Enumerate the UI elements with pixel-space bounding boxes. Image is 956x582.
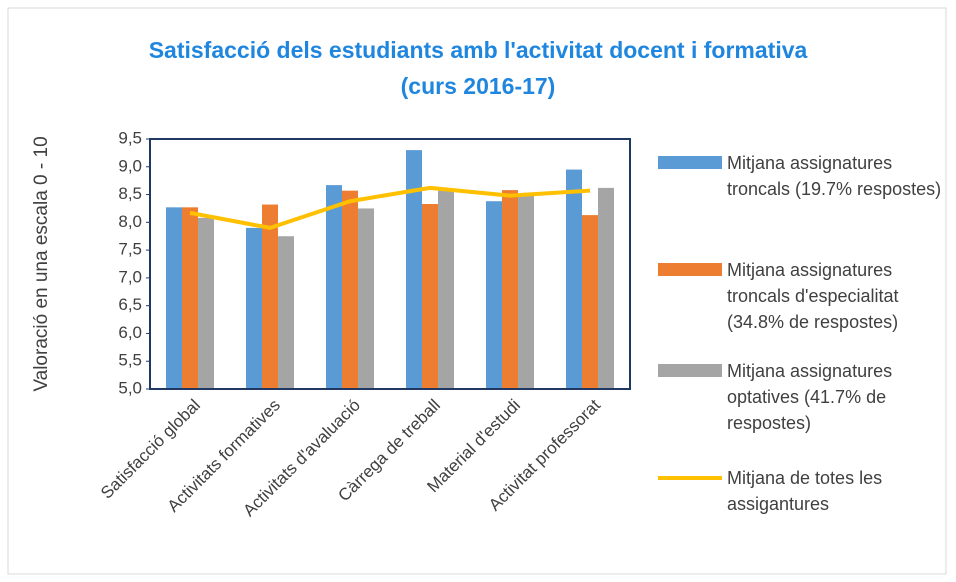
legend-label: Mitjana assignatures troncals (19.7% res… xyxy=(727,153,942,199)
line xyxy=(189,185,591,230)
y-tick-label: 9,0 xyxy=(118,156,142,175)
bar xyxy=(166,207,182,389)
bar xyxy=(582,215,598,389)
plot-border xyxy=(149,138,631,390)
bar xyxy=(598,187,614,389)
y-tick-label: 7,5 xyxy=(118,240,142,259)
legend-swatch xyxy=(658,364,722,377)
y-tick-label: 7,0 xyxy=(118,267,142,286)
legend-swatch xyxy=(658,263,722,276)
bar xyxy=(246,227,262,389)
bar xyxy=(198,217,214,389)
bar xyxy=(486,201,502,389)
y-tick-label: 8,5 xyxy=(118,184,142,203)
y-tick-label: 6,0 xyxy=(118,323,142,342)
y-tick-label: 9,5 xyxy=(118,128,142,147)
chart-title: (curs 2016-17) xyxy=(401,73,556,99)
legend-label: Mitjana assignatures troncals d'especial… xyxy=(727,260,899,332)
bar xyxy=(358,208,374,389)
bar xyxy=(406,150,422,389)
legend-swatch xyxy=(658,156,722,169)
y-tick-label: 5,0 xyxy=(118,378,142,397)
bar xyxy=(326,185,342,389)
bar xyxy=(438,190,454,389)
legend-label: Mitjana de totes les assigantures xyxy=(727,468,883,514)
chart-frame xyxy=(7,7,947,575)
y-tick-label: 8,0 xyxy=(118,212,142,231)
bar xyxy=(262,204,278,389)
y-tick-label: 5,5 xyxy=(118,351,142,370)
bar xyxy=(518,195,534,389)
legend-label: Mitjana assignatures optatives (41.7% de… xyxy=(727,361,893,433)
chart-title: Satisfacció dels estudiants amb l'activi… xyxy=(149,37,808,63)
y-tick-label: 6,5 xyxy=(118,295,142,314)
bar xyxy=(342,190,358,389)
bar xyxy=(278,236,294,389)
bar xyxy=(182,207,198,389)
y-axis-label: Valoració en una escala 0 - 10 xyxy=(31,136,52,391)
bar xyxy=(502,190,518,389)
bar xyxy=(566,169,582,389)
bar xyxy=(422,204,438,389)
